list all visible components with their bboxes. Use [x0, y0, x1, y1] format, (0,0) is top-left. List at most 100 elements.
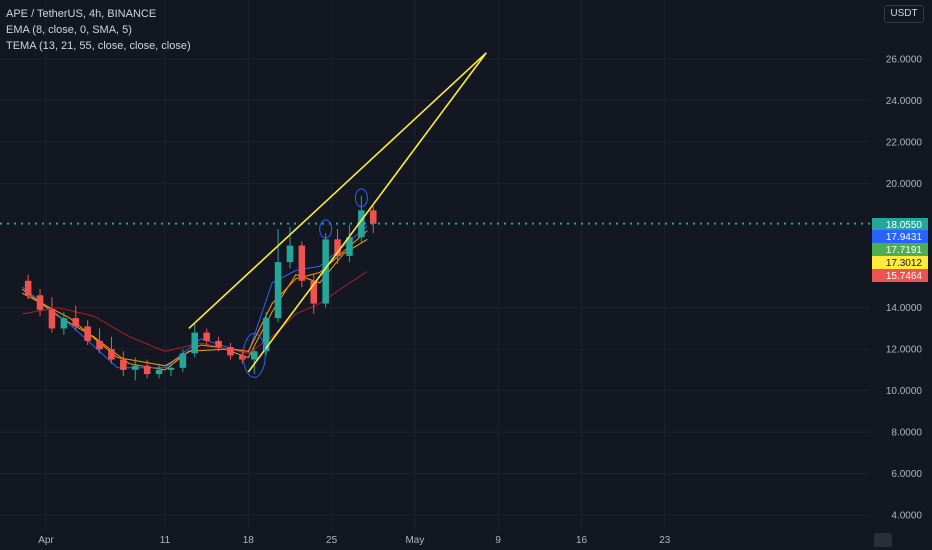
x-tick-label: May [405, 535, 424, 546]
chart-legend: APE / TetherUS, 4h, BINANCE EMA (8, clos… [6, 6, 191, 54]
candle [179, 349, 187, 372]
candle-body [262, 318, 270, 352]
candle [346, 224, 353, 263]
price-tag-bg [872, 218, 928, 231]
candle-body [96, 340, 103, 350]
candle-body [334, 239, 341, 256]
candle-body [322, 239, 329, 304]
highlight-ellipse [242, 332, 266, 378]
candle-body [286, 245, 294, 263]
x-tick-label: Apr [38, 535, 54, 546]
tema-indicator-label[interactable]: TEMA (13, 21, 55, close, close, close) [6, 40, 191, 52]
candle-body [191, 332, 199, 354]
candle [131, 357, 139, 381]
candle [167, 361, 175, 377]
candle-body [24, 280, 32, 296]
highlight-ellipse [354, 188, 368, 208]
symbol-title[interactable]: APE / TetherUS, 4h, BINANCE [6, 8, 157, 20]
candle-body [239, 355, 246, 360]
y-tick-label: 14.0000 [886, 303, 923, 314]
candle-body [310, 280, 318, 304]
candle [96, 328, 103, 354]
candle [250, 349, 258, 375]
price-tag-label: 17.7191 [886, 245, 923, 256]
candle [227, 342, 234, 360]
candle-body [48, 309, 56, 329]
price-tag: 17.3012 [872, 256, 928, 269]
candle [239, 349, 246, 364]
candle-body [155, 369, 163, 375]
candlestick-series [24, 195, 377, 381]
settings-gear-icon[interactable] [874, 533, 892, 547]
time-axis[interactable] [0, 530, 932, 550]
price-tag-label: 18.0550 [886, 220, 923, 231]
x-tick-label: 18 [243, 535, 255, 546]
y-tick-label: 8.0000 [891, 428, 922, 439]
candle [310, 274, 318, 314]
y-tick-label: 12.0000 [886, 345, 923, 356]
price-tag-label: 15.7464 [886, 271, 923, 282]
candle [155, 363, 163, 379]
candle-body [143, 365, 151, 375]
x-tick-label: 11 [160, 535, 171, 546]
y-tick-label: 22.0000 [886, 137, 923, 148]
x-tick-label: 25 [326, 535, 338, 546]
candle-body [36, 295, 44, 310]
price-tag-bg [872, 243, 928, 256]
candle-body [274, 262, 282, 319]
candle [322, 233, 329, 308]
y-tick-label: 6.0000 [891, 469, 922, 480]
price-tag: 18.0550 [872, 218, 928, 231]
candle [60, 311, 68, 335]
price-axis-ticks: 26.0000 24.0000 22.0000 20.0000 14.0000 12.00… [886, 55, 923, 522]
candle [298, 241, 306, 287]
candle [203, 328, 210, 346]
time-axis-ticks: Apr 11 18 25 May 9 16 23 [38, 535, 671, 546]
candle-body [167, 367, 175, 370]
candle-body [369, 210, 377, 224]
candle-body [227, 347, 234, 356]
grid-lines [0, 0, 870, 530]
price-tag: 17.7191 [872, 243, 928, 256]
candle [143, 359, 151, 379]
candle [191, 324, 199, 358]
candle-body [108, 349, 115, 360]
candle-body [120, 359, 127, 370]
price-tag-label: 17.3012 [886, 258, 923, 269]
trendline-drawings[interactable] [188, 52, 487, 378]
y-tick-label: 24.0000 [886, 96, 923, 107]
y-tick-label: 10.0000 [886, 386, 923, 397]
price-tag-bg [872, 256, 928, 269]
candle [108, 336, 115, 364]
price-tag: 17.9431 [872, 230, 928, 243]
y-tick-label: 26.0000 [886, 55, 923, 66]
tema-fast-line [21, 225, 368, 369]
candle-body [60, 318, 68, 329]
price-tag-bg [872, 269, 928, 282]
currency-badge[interactable]: USDT [884, 5, 924, 23]
candle-body [203, 332, 210, 341]
candle-body [298, 245, 306, 281]
price-tag: 15.7464 [872, 269, 928, 282]
wedge-upper-trendline [188, 52, 487, 330]
y-tick-label: 4.0000 [891, 511, 922, 522]
candle [120, 351, 127, 377]
highlight-ellipse [319, 219, 333, 239]
candle-body [250, 351, 258, 360]
candle-body [215, 340, 222, 348]
candle [334, 228, 341, 265]
candle-body [72, 318, 80, 327]
candle-body [179, 353, 187, 368]
candle-body [346, 237, 353, 256]
candle [274, 228, 282, 323]
candle [36, 289, 44, 317]
ema-indicator-label[interactable]: EMA (8, close, 0, SMA, 5) [6, 24, 132, 36]
candle [48, 297, 56, 333]
y-tick-label: 20.0000 [886, 179, 923, 190]
candle [84, 320, 91, 346]
candle [72, 305, 80, 331]
x-tick-label: 9 [495, 535, 501, 546]
price-tag-label: 17.9431 [886, 232, 923, 243]
